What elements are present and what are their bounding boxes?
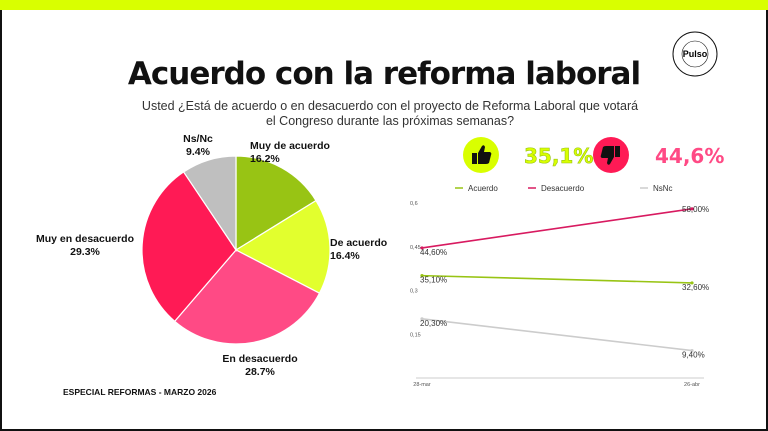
- x-tick-label: 26-abr: [684, 382, 700, 388]
- thumbs-up-badge: [463, 137, 499, 173]
- data-label: 35,10%: [420, 276, 447, 285]
- thumbs-up-icon: [472, 145, 492, 164]
- data-label: 32,60%: [682, 283, 709, 292]
- pie-label-value: 16.4%: [330, 250, 360, 262]
- pie-label-value: 16.2%: [250, 153, 280, 165]
- pie-label-en-desacuerdo: En desacuerdo 28.7%: [205, 353, 315, 379]
- pie-slice-ns-nc: [182, 155, 237, 252]
- data-label: 20,30%: [420, 319, 447, 328]
- legend-label: Desacuerdo: [541, 184, 585, 193]
- pie-label-muy-en-desacuerdo: Muy en desacuerdo 29.3%: [30, 233, 140, 259]
- x-tick-label: 28-mar: [413, 382, 431, 388]
- page-subtitle: Usted ¿Está de acuerdo o en desacuerdo c…: [141, 99, 639, 128]
- y-tick-label: 0,45: [410, 245, 421, 251]
- logo-text: Pulso: [683, 49, 708, 59]
- page-title: Acuerdo con la reforma laboral: [127, 56, 641, 92]
- series-line-desacuerdo: [421, 208, 693, 249]
- pie-label-text: De acuerdo: [330, 237, 388, 249]
- pie-label-value: 28.7%: [245, 366, 275, 378]
- pie-label-de-acuerdo: De acuerdo 16.4%: [330, 237, 387, 263]
- series-line-acuerdo: [421, 274, 693, 284]
- footer-label: ESPECIAL REFORMAS - MARZO 2026: [63, 387, 217, 397]
- desacuerdo-percentage: 44,6%: [655, 144, 725, 168]
- thumbs-down-icon: [600, 146, 620, 165]
- pulso-logo: Pulso: [672, 31, 718, 77]
- acuerdo-percentage: 35,1%: [524, 144, 594, 169]
- pie-label-text: Muy de acuerdo: [250, 140, 330, 152]
- data-point: [420, 317, 424, 321]
- pie-slice-muy-de-acuerdo: [235, 155, 317, 252]
- top-accent-bar: [0, 0, 768, 10]
- pie-slice-en-desacuerdo: [173, 249, 321, 345]
- pie-label-nsnc: Ns/Nc 9.4%: [173, 133, 223, 159]
- pie-label-text: Muy en desacuerdo: [35, 233, 135, 245]
- legend-label: NsNc: [653, 184, 673, 193]
- data-label: 44,60%: [420, 248, 447, 257]
- data-point: [690, 281, 694, 285]
- y-tick-label: 0,15: [410, 332, 421, 338]
- pie-label-muy-de-acuerdo: Muy de acuerdo 16.2%: [250, 140, 330, 166]
- pie-slice-muy-en-desacuerdo: [141, 171, 237, 323]
- series-line-nsnc: [421, 317, 693, 352]
- data-point: [420, 246, 424, 250]
- pie-slice-de-acuerdo: [234, 199, 331, 295]
- thumbs-down-badge: [593, 137, 629, 173]
- pie-label-text: Ns/Nc: [183, 133, 213, 145]
- y-tick-label: 0,6: [410, 201, 418, 207]
- data-label: 9,40%: [682, 351, 705, 360]
- data-label: 58,00%: [682, 205, 709, 214]
- data-point: [690, 348, 694, 353]
- pie-label-text: En desacuerdo: [222, 353, 298, 365]
- y-tick-label: 0,3: [410, 289, 418, 295]
- data-point: [420, 274, 424, 278]
- data-point: [690, 207, 694, 211]
- pie-label-value: 9.4%: [186, 146, 210, 158]
- pie-label-value: 29.3%: [70, 246, 100, 258]
- legend-label: Acuerdo: [468, 184, 498, 193]
